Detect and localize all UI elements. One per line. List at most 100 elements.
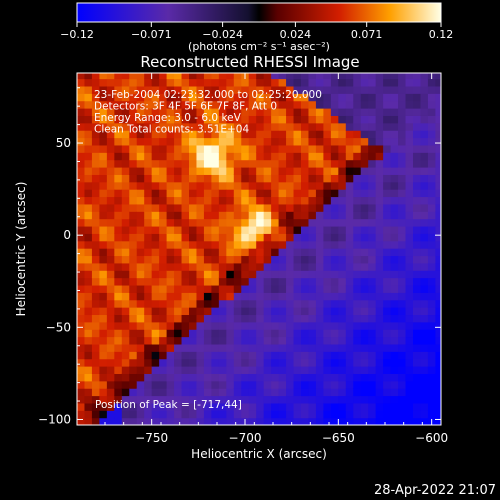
heatmap-cell	[398, 93, 407, 102]
heatmap-cell	[174, 196, 183, 205]
heatmap-cell	[263, 336, 272, 345]
heatmap-cell	[315, 358, 324, 367]
heatmap-cell	[181, 73, 190, 80]
heatmap-cell	[159, 203, 168, 212]
heatmap-cell	[263, 174, 272, 183]
heatmap-cell	[413, 358, 422, 367]
heatmap-cell	[233, 358, 242, 367]
heatmap-cell	[196, 181, 205, 190]
heatmap-cell	[360, 211, 369, 220]
heatmap-cell	[114, 299, 123, 308]
heatmap-cell	[383, 115, 392, 124]
heatmap-cell	[375, 262, 384, 271]
heatmap-cell	[293, 218, 302, 227]
heatmap-cell	[330, 262, 339, 271]
heatmap-cell	[330, 240, 339, 249]
heatmap-cell	[218, 174, 227, 183]
heatmap-cell	[189, 292, 198, 301]
heatmap-cell	[330, 373, 339, 382]
annotation-line: Energy Range: 3.0 - 6.0 keV	[94, 112, 242, 124]
heatmap-cell	[166, 218, 175, 227]
heatmap-cell	[114, 166, 123, 175]
heatmap-cell	[166, 196, 175, 205]
heatmap-cell	[263, 225, 272, 234]
heatmap-cell	[286, 100, 295, 109]
heatmap-cell	[144, 166, 153, 175]
heatmap-cell	[271, 108, 280, 116]
heatmap-cell	[308, 277, 317, 286]
heatmap-cell	[248, 388, 257, 397]
heatmap-cell	[77, 93, 86, 102]
heatmap-cell	[413, 402, 422, 411]
heatmap-cell	[323, 85, 332, 94]
heatmap-cell	[121, 417, 130, 425]
heatmap-cell	[136, 329, 145, 338]
heatmap-cell	[323, 292, 332, 301]
heatmap-cell	[106, 73, 115, 80]
heatmap-cell	[353, 233, 362, 242]
heatmap-cell	[248, 73, 257, 80]
heatmap-cell	[308, 314, 317, 323]
heatmap-cell	[315, 115, 324, 124]
heatmap-cell	[129, 93, 138, 102]
heatmap-cell	[84, 329, 93, 338]
heatmap-cell	[345, 410, 354, 419]
heatmap-cell	[99, 152, 108, 161]
heatmap-cell	[121, 137, 130, 146]
heatmap-cell	[345, 417, 354, 425]
heatmap-cell	[360, 196, 369, 205]
heatmap-cell	[383, 248, 392, 257]
heatmap-cell	[233, 262, 242, 271]
heatmap-cell	[181, 108, 190, 116]
heatmap-cell	[77, 85, 86, 94]
heatmap-cell	[308, 329, 317, 338]
x-tick-label: −700	[229, 431, 262, 445]
heatmap-cell	[405, 93, 414, 102]
heatmap-cell	[286, 373, 295, 382]
heatmap-cell	[203, 417, 212, 425]
heatmap-cell	[159, 152, 168, 161]
heatmap-cell	[338, 115, 347, 124]
heatmap-cell	[196, 299, 205, 308]
heatmap-cell	[196, 189, 205, 198]
heatmap-cell	[189, 108, 198, 116]
heatmap-cell	[174, 292, 183, 301]
heatmap-cell	[353, 240, 362, 249]
heatmap-cell	[383, 299, 392, 308]
heatmap-cell	[278, 108, 287, 116]
heatmap-cell	[136, 351, 145, 360]
heatmap-cell	[390, 277, 399, 286]
heatmap-cell	[360, 73, 369, 80]
heatmap-cell	[301, 351, 310, 360]
heatmap-cell	[136, 388, 145, 397]
heatmap-cell	[226, 174, 235, 183]
heatmap-cell	[405, 73, 414, 80]
heatmap-cell	[278, 321, 287, 330]
heatmap-cell	[301, 417, 310, 425]
heatmap-cell	[345, 93, 354, 102]
heatmap-cell	[368, 284, 377, 293]
heatmap-cell	[427, 307, 436, 316]
heatmap-cell	[203, 122, 212, 131]
heatmap-cell	[129, 211, 138, 220]
heatmap-cell	[233, 130, 242, 139]
heatmap-cell	[99, 100, 108, 109]
heatmap-cell	[203, 299, 212, 308]
heatmap-cell	[196, 314, 205, 323]
heatmap-cell	[286, 130, 295, 139]
peak-position-label: Position of Peak = [-717,44]	[95, 399, 242, 411]
heatmap-cell	[420, 255, 429, 264]
heatmap-cell	[166, 255, 175, 264]
heatmap-cell	[129, 277, 138, 286]
heatmap-cell	[420, 410, 429, 419]
heatmap-cell	[77, 329, 86, 338]
heatmap-cell	[233, 284, 242, 293]
heatmap-cell	[330, 380, 339, 389]
heatmap-cell	[420, 373, 429, 382]
heatmap-cell	[189, 410, 198, 419]
heatmap-cell	[278, 351, 287, 360]
heatmap-cell	[233, 189, 242, 198]
heatmap-cell	[114, 174, 123, 183]
heatmap-cell	[390, 73, 399, 80]
heatmap-cell	[159, 225, 168, 234]
